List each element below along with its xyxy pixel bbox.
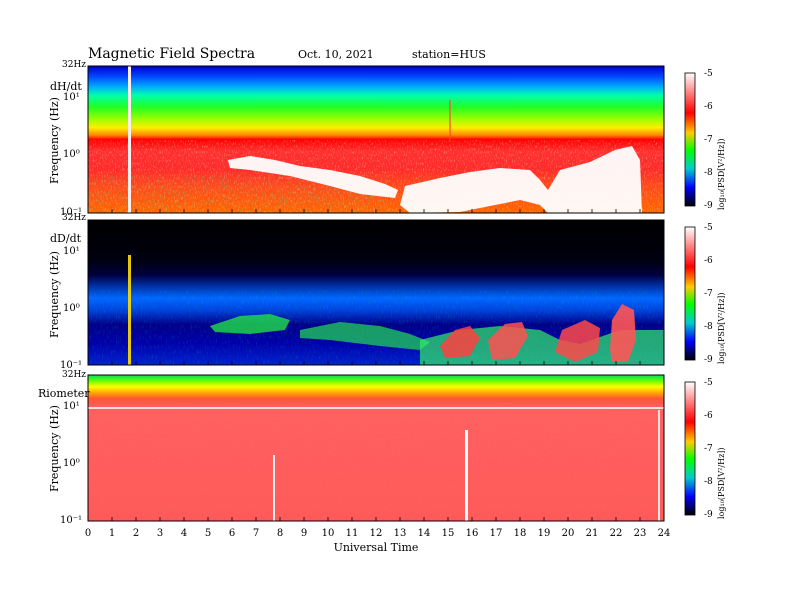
panel-dhdt-spike (128, 66, 131, 213)
panel-dhdt-colorbar: -5 -6 -7 -8 -9 log₁₀(PSD[V²/Hz]) (684, 69, 726, 211)
figure-station: station=HUS (412, 48, 486, 61)
panel-riometer-ytick-2: 10⁰ (63, 458, 80, 469)
panel-dddt-ytick-1: 10¹ (63, 246, 80, 257)
panel-dhdt-spike-2 (449, 100, 451, 140)
panel-dddt-texture-2 (88, 320, 664, 365)
x-tick-label: 8 (277, 528, 283, 539)
panel-dddt-cb-tick-3: -7 (704, 289, 713, 299)
x-tick-label: 17 (490, 528, 503, 539)
panel-riometer-colorbar-bar (684, 381, 696, 516)
x-tick-label: 9 (301, 528, 307, 539)
x-tick-label: 19 (538, 528, 551, 539)
x-tick-label: 2 (133, 528, 139, 539)
x-tick-label: 13 (394, 528, 407, 539)
panel-dddt-cb-tick-5: -9 (704, 355, 713, 365)
x-tick-label: 14 (418, 528, 431, 539)
panel-dddt-ytick-3: 10⁻¹ (60, 360, 82, 371)
panel-dhdt-top-label: 32Hz (62, 60, 86, 70)
panel-dhdt-saturation-2 (400, 146, 642, 213)
panel-dddt-cb-tick-4: -8 (704, 322, 713, 332)
panel-dddt-ytick-2: 10⁰ (63, 303, 80, 314)
x-tick-label: 3 (157, 528, 163, 539)
panel-dddt: dD/dt 32Hz 10¹ 10⁰ 10⁻¹ Frequency (Hz) -… (48, 213, 726, 371)
x-tick-label: 7 (253, 528, 259, 539)
x-tick-label: 20 (562, 528, 575, 539)
panel-riometer-ytick-1: 10¹ (63, 401, 80, 412)
panel-dhdt-cb-tick-4: -8 (704, 168, 713, 178)
x-tick-label: 21 (586, 528, 599, 539)
x-tick-label: 22 (610, 528, 623, 539)
panel-riometer-texture (88, 400, 664, 521)
panel-riometer-ylabel: Frequency (Hz) (48, 405, 61, 492)
x-axis-label: Universal Time (334, 541, 419, 554)
x-tick-label: 1 (109, 528, 115, 539)
x-tick-label: 5 (205, 528, 211, 539)
panel-riometer-colorbar: -5 -6 -7 -8 -9 log₁₀(PSD[V²/Hz]) (684, 378, 726, 520)
panel-riometer-streak-3 (658, 410, 660, 521)
panel-riometer-cb-tick-5: -9 (704, 510, 713, 520)
panel-riometer-cb-tick-2: -6 (704, 411, 713, 421)
panel-dddt-cb-tick-2: -6 (704, 256, 713, 266)
panel-riometer-streak-2 (465, 430, 468, 521)
panel-dhdt-ylabel: Frequency (Hz) (48, 97, 61, 184)
panel-riometer-cb-tick-1: -5 (704, 378, 713, 388)
panel-riometer-top-label: 32Hz (62, 370, 86, 380)
panel-dddt-colorbar: -5 -6 -7 -8 -9 log₁₀(PSD[V²/Hz]) (684, 223, 726, 365)
panel-dhdt-label: dH/dt (50, 80, 82, 93)
panel-dhdt-cb-tick-5: -9 (704, 201, 713, 211)
panel-dddt-ylabel: Frequency (Hz) (48, 251, 61, 338)
x-tick-label: 11 (346, 528, 359, 539)
x-axis: 0 1 2 3 4 5 6 7 8 9 10 11 12 13 14 15 16 17 18 19 20 21 22 23 24 (85, 209, 671, 539)
figure-title: Magnetic Field Spectra (88, 46, 255, 62)
panel-riometer-cb-tick-4: -8 (704, 477, 713, 487)
panel-riometer: Riometer 32Hz 10¹ 10⁰ 10⁻¹ Frequency (Hz… (38, 370, 726, 526)
panel-riometer-label: Riometer (38, 387, 90, 400)
x-tick-label: 0 (85, 528, 91, 539)
panel-dhdt-colorbar-bar (684, 72, 696, 207)
x-tick-label: 15 (442, 528, 455, 539)
panel-dddt-label: dD/dt (50, 232, 82, 245)
panel-dhdt-cb-tick-2: -6 (704, 102, 713, 112)
figure-date: Oct. 10, 2021 (298, 48, 374, 61)
panel-dhdt-ytick-2: 10⁰ (63, 149, 80, 160)
panel-dddt-cb-label: log₁₀(PSD[V²/Hz]) (717, 292, 726, 364)
x-tick-label: 18 (514, 528, 527, 539)
panel-dddt-spike (128, 255, 131, 365)
panel-dddt-cb-tick-1: -5 (704, 223, 713, 233)
panel-riometer-cb-tick-3: -7 (704, 444, 713, 454)
panel-riometer-ytick-3: 10⁻¹ (60, 515, 82, 526)
x-tick-label: 4 (181, 528, 187, 539)
panel-dhdt-ytick-1: 10¹ (63, 92, 80, 103)
panel-dhdt-cb-tick-1: -5 (704, 69, 713, 79)
panel-riometer-streak-1 (273, 455, 275, 521)
x-tick-label: 6 (229, 528, 235, 539)
panel-dddt-colorbar-bar (684, 226, 696, 361)
panel-riometer-cb-label: log₁₀(PSD[V²/Hz]) (717, 447, 726, 519)
panel-dhdt-cb-tick-3: -7 (704, 135, 713, 145)
x-tick-label: 16 (466, 528, 479, 539)
panel-dhdt-saturation-1 (228, 156, 398, 198)
panel-dhdt-cb-label: log₁₀(PSD[V²/Hz]) (717, 138, 726, 210)
x-tick-label: 10 (322, 528, 335, 539)
panel-riometer-line (88, 407, 664, 409)
x-tick-label: 24 (658, 528, 671, 539)
x-tick-label: 23 (634, 528, 647, 539)
panel-dhdt: dH/dt 32Hz 10¹ 10⁰ 10⁻¹ Frequency (Hz) -… (48, 60, 726, 218)
x-tick-label: 12 (370, 528, 383, 539)
panel-dhdt-ytick-3: 10⁻¹ (60, 207, 82, 218)
panel-dddt-top-label: 32Hz (62, 213, 86, 223)
